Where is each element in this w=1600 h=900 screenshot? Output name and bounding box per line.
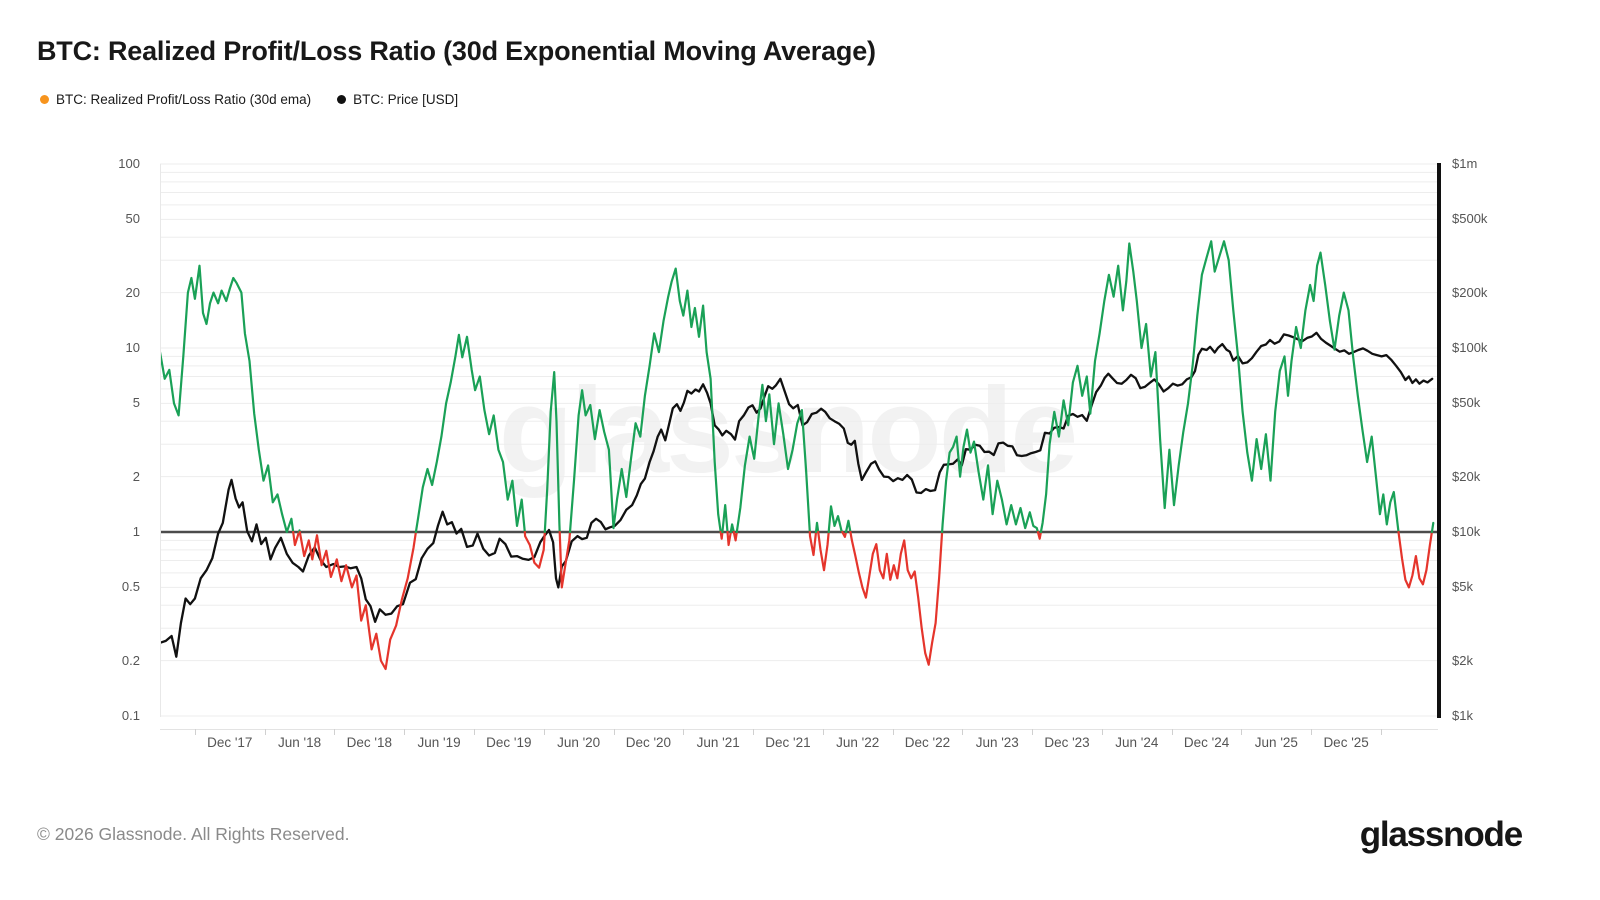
ratio-line-loss-segment xyxy=(841,530,848,538)
ratio-line-profit-segment xyxy=(941,428,1039,534)
x-tick-label: Dec '25 xyxy=(1323,735,1369,750)
ratio-line-loss-segment xyxy=(808,530,818,557)
x-axis-tick-mark xyxy=(962,729,964,735)
x-axis-tick-mark xyxy=(1241,729,1243,735)
copyright-text: © 2026 Glassnode. All Rights Reserved. xyxy=(37,824,350,844)
y-left-tick-label: 0.1 xyxy=(121,708,140,723)
x-axis-tick-mark xyxy=(892,729,894,735)
x-axis-tick-mark xyxy=(1101,729,1103,735)
page-title: BTC: Realized Profit/Loss Ratio (30d Exp… xyxy=(37,36,876,66)
ratio-line-profit-segment xyxy=(721,504,729,534)
ratio-line-loss-segment xyxy=(726,530,732,547)
y-left-tick-label: 2 xyxy=(132,468,140,484)
ratio-line-profit-segment xyxy=(814,521,820,534)
ratio-line-loss-segment xyxy=(732,530,738,542)
ratio-line-profit-segment xyxy=(729,523,735,534)
x-tick-label: Dec '19 xyxy=(486,735,532,750)
y-right-tick-label: $2k xyxy=(1452,652,1473,668)
x-tick-label: Dec '17 xyxy=(207,735,253,750)
y-right-tick-label: $500k xyxy=(1452,211,1488,227)
ratio-line-loss-segment xyxy=(292,530,301,547)
y-right-tick-label: $200k xyxy=(1452,284,1488,300)
ratio-legend-dot-icon xyxy=(40,95,49,104)
x-axis-tick-mark xyxy=(753,729,755,735)
x-tick-label: Dec '20 xyxy=(625,735,672,750)
chart-plot-area[interactable] xyxy=(160,160,1438,720)
legend-item-label: BTC: Price [USD] xyxy=(353,92,459,107)
ratio-line-profit-segment xyxy=(735,383,811,534)
legend-item-ratio[interactable]: BTC: Realized Profit/Loss Ratio (30d ema… xyxy=(40,92,311,107)
x-axis-tick-mark xyxy=(1381,729,1383,735)
y-left-tick-label: 5 xyxy=(132,395,140,411)
y-left-tick-label: 0.2 xyxy=(121,652,140,668)
ratio-line-loss-segment xyxy=(298,530,417,671)
ratio-line-loss-segment xyxy=(849,530,944,666)
y-right-tick-label: $20k xyxy=(1452,468,1481,484)
x-tick-label: Jun '21 xyxy=(696,735,740,750)
x-axis-line xyxy=(160,729,1438,730)
price-line xyxy=(160,331,1434,658)
y-left-tick-label: 10 xyxy=(125,340,140,355)
ratio-line-profit-segment xyxy=(827,505,844,534)
x-axis-tick-mark xyxy=(264,729,266,735)
ratio-line-profit-segment xyxy=(568,267,722,534)
plot-left-border xyxy=(160,164,161,717)
ratio-line-profit-segment xyxy=(160,264,295,534)
x-axis-tick-mark xyxy=(334,729,336,735)
x-tick-label: Jun '24 xyxy=(1115,735,1159,750)
y-right-tick-label: $1k xyxy=(1452,708,1473,723)
y-left-tick-label: 100 xyxy=(118,156,140,171)
x-tick-label: Jun '23 xyxy=(975,735,1019,750)
y-right-tick-label: $1m xyxy=(1452,156,1478,171)
x-axis-tick-mark xyxy=(473,729,475,735)
x-axis-tick-mark xyxy=(613,729,615,735)
y-right-tick-label: $5k xyxy=(1452,579,1473,595)
price-legend-dot-icon xyxy=(337,95,347,104)
y-right-tick-label: $50k xyxy=(1452,395,1481,411)
x-tick-label: Dec '21 xyxy=(765,735,811,750)
ratio-line-loss-segment xyxy=(719,530,724,540)
x-tick-label: Dec '23 xyxy=(1044,735,1090,750)
y-left-tick-label: 50 xyxy=(125,211,140,227)
x-axis-tick-mark xyxy=(194,729,196,735)
ratio-line-profit-segment xyxy=(414,333,526,534)
x-axis-tick-mark xyxy=(683,729,685,735)
ratio-line-profit-segment xyxy=(1430,521,1435,534)
ratio-line-profit-segment xyxy=(1039,240,1400,534)
legend: BTC: Realized Profit/Loss Ratio (30d ema… xyxy=(40,92,458,107)
x-tick-label: Dec '24 xyxy=(1183,735,1230,750)
ratio-line-loss-segment xyxy=(1397,530,1433,589)
y-left-tick-label: 1 xyxy=(132,524,140,539)
x-axis-tick-mark xyxy=(543,729,545,735)
x-tick-label: Jun '19 xyxy=(417,735,461,750)
price-axis-spine xyxy=(1437,163,1441,718)
ratio-line-loss-segment xyxy=(523,530,546,569)
ratio-line-loss-segment xyxy=(817,530,830,572)
ratio-line-profit-segment xyxy=(844,519,852,534)
x-axis-tick-mark xyxy=(822,729,824,735)
x-tick-label: Jun '18 xyxy=(277,735,322,750)
x-tick-label: Jun '20 xyxy=(557,735,601,750)
legend-item-price[interactable]: BTC: Price [USD] xyxy=(337,92,458,107)
x-axis-tick-mark xyxy=(404,729,406,735)
y-left-tick-label: 0.5 xyxy=(121,579,140,595)
ratio-line-profit-segment xyxy=(543,371,561,534)
x-tick-label: Jun '22 xyxy=(836,735,880,750)
legend-item-label: BTC: Realized Profit/Loss Ratio (30d ema… xyxy=(56,92,312,107)
y-left-tick-label: 20 xyxy=(125,284,140,300)
x-tick-label: Dec '18 xyxy=(346,735,392,750)
y-right-tick-label: $10k xyxy=(1452,524,1481,539)
x-axis-tick-mark xyxy=(1032,729,1034,735)
ratio-line-loss-segment xyxy=(558,530,572,589)
ratio-line-loss-segment xyxy=(1036,530,1042,540)
x-tick-label: Dec '22 xyxy=(904,735,951,750)
x-axis-tick-mark xyxy=(1171,729,1173,735)
y-right-tick-label: $100k xyxy=(1452,340,1488,355)
x-tick-label: Jun '25 xyxy=(1254,735,1298,750)
x-axis-tick-mark xyxy=(1311,729,1313,735)
glassnode-logo[interactable]: glassnode xyxy=(1359,815,1524,854)
